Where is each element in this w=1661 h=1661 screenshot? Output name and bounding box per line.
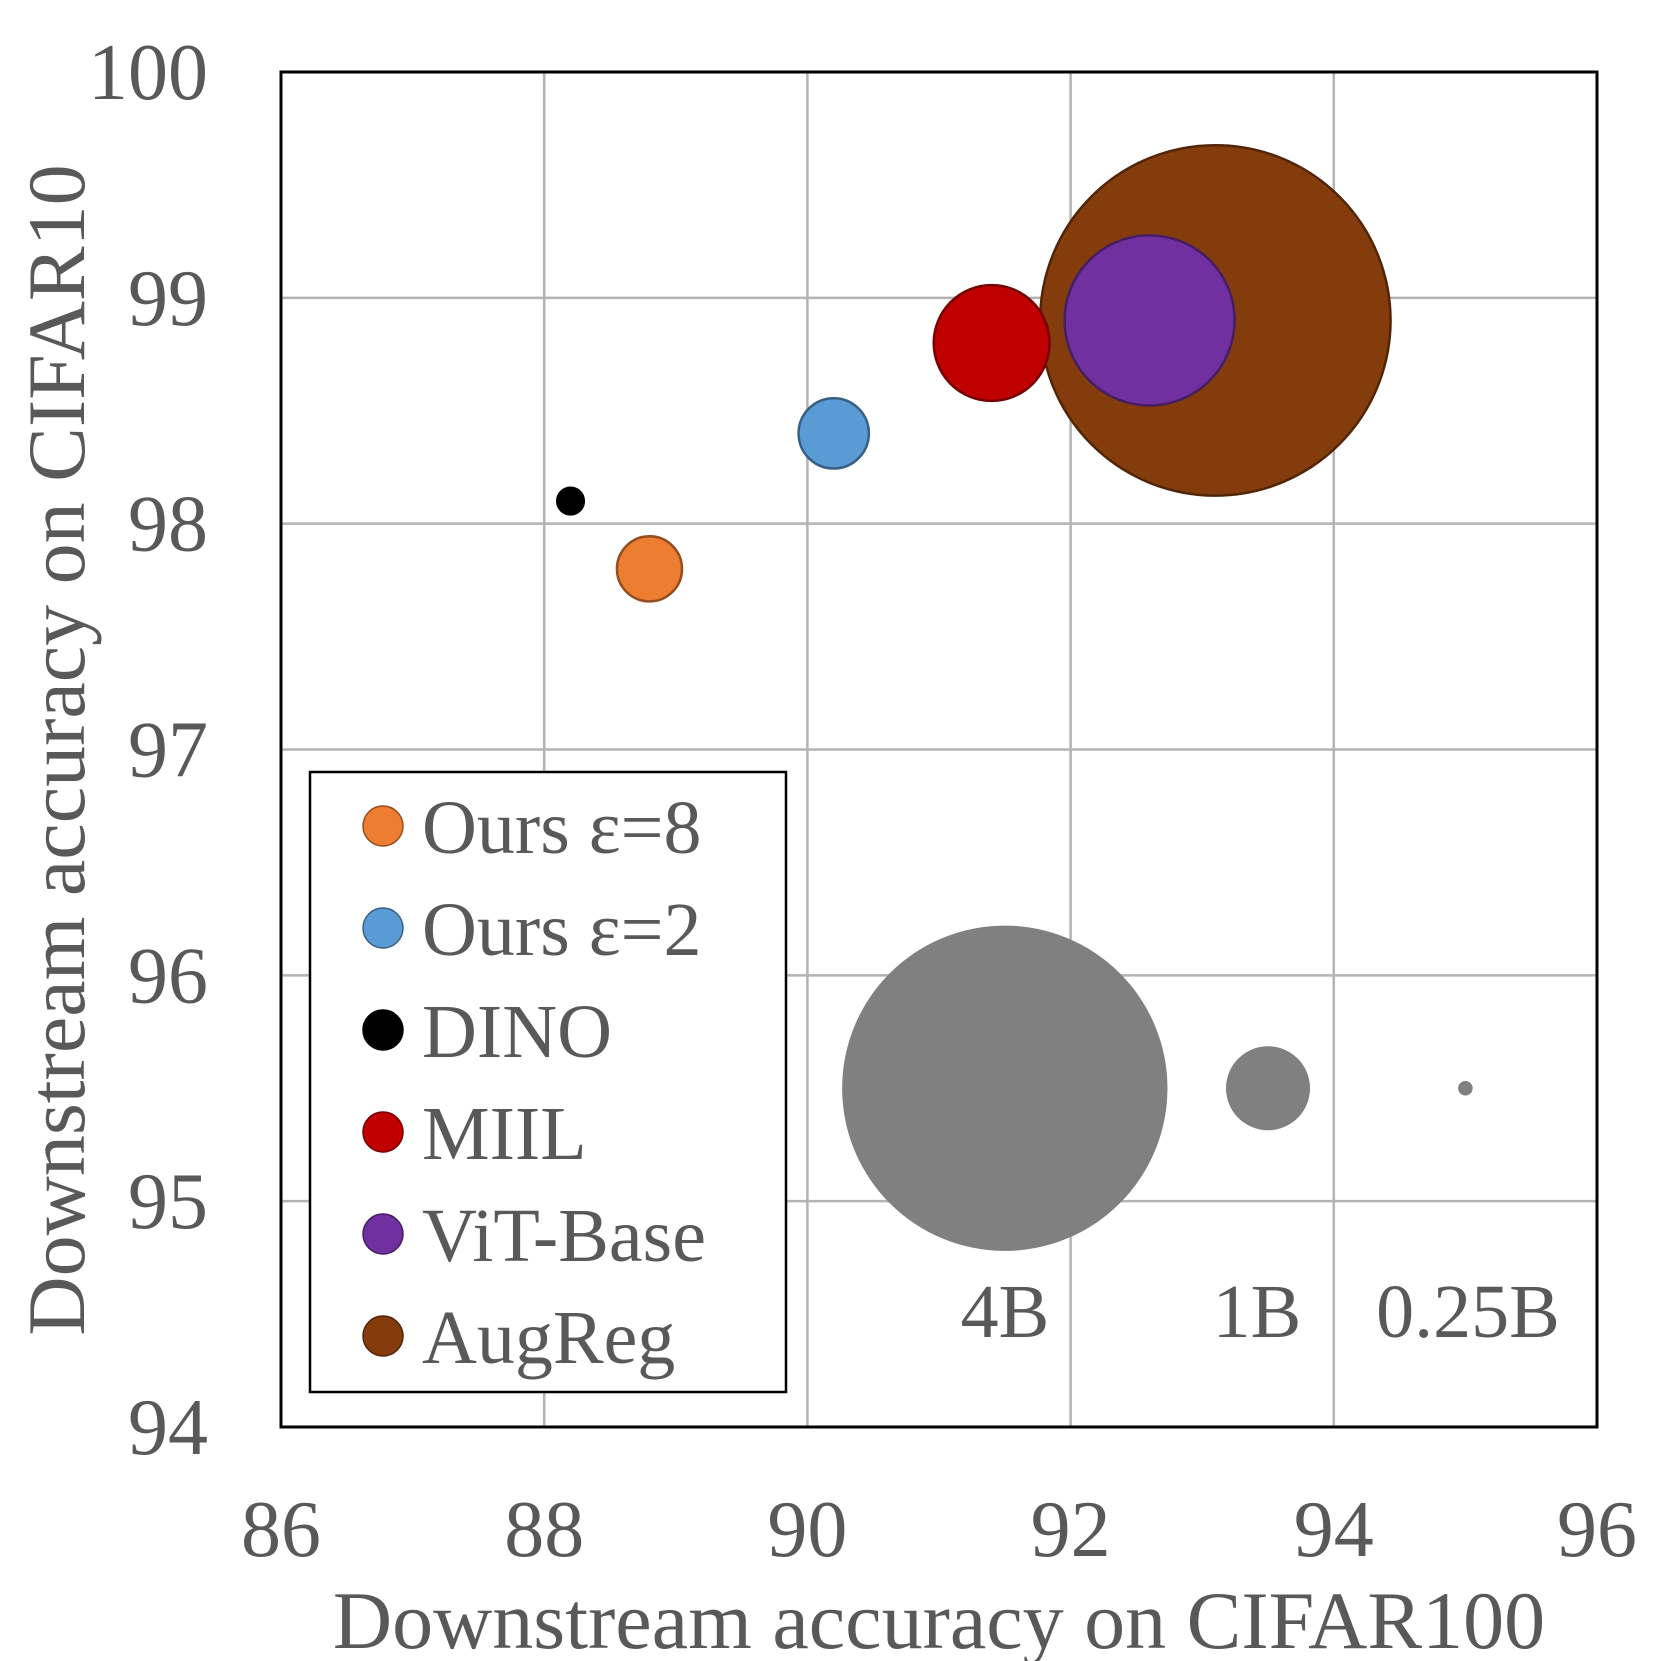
legend-marker-augreg xyxy=(362,1315,404,1357)
legend-label: DINO xyxy=(422,990,612,1074)
legend-items: Ours ε=8 Ours ε=2 DINO MIIL ViT-Base AugReg xyxy=(362,786,706,1380)
x-axis-label: Downstream accuracy on CIFAR100 xyxy=(333,1575,1545,1661)
y-tick-labels: 94 95 96 97 98 99 100 xyxy=(88,29,208,1472)
y-tick-label: 98 xyxy=(128,481,208,569)
bubble-ours-2 xyxy=(797,396,871,470)
legend-box xyxy=(308,770,788,1394)
legend-marker-ours-8 xyxy=(362,805,404,847)
x-tick-label: 96 xyxy=(1557,1486,1637,1574)
legend-marker-miil xyxy=(362,1111,404,1153)
bubble-ours-8 xyxy=(615,535,684,603)
legend-marker-ours-2 xyxy=(362,907,404,949)
x-tick-labels: 86 88 90 92 94 96 xyxy=(241,1486,1637,1574)
size-reference-bubble-0-25b xyxy=(1458,1080,1473,1096)
legend-marker-vit-base xyxy=(362,1213,404,1255)
legend-label: AugReg xyxy=(422,1296,675,1380)
size-reference-label: 0.25B xyxy=(1376,1270,1560,1354)
bubble-miil xyxy=(932,283,1051,403)
bubble-vit-base xyxy=(1063,234,1236,407)
size-reference: 4B 1B 0.25B xyxy=(842,925,1560,1354)
legend-marker-dino xyxy=(362,1009,404,1051)
x-tick-label: 86 xyxy=(241,1486,321,1574)
x-tick-label: 94 xyxy=(1294,1486,1374,1574)
plot-border xyxy=(279,70,1599,1429)
legend-label: MIIL xyxy=(422,1092,587,1176)
size-reference-label: 1B xyxy=(1213,1270,1302,1354)
y-tick-label: 99 xyxy=(128,255,208,343)
size-reference-bubble-1b xyxy=(1226,1046,1310,1131)
data-bubbles xyxy=(555,143,1392,603)
legend-label: Ours ε=2 xyxy=(422,888,702,972)
legend: Ours ε=8 Ours ε=2 DINO MIIL ViT-Base AugReg xyxy=(308,770,788,1394)
y-tick-label: 97 xyxy=(128,707,208,795)
bubble-dino xyxy=(555,486,586,516)
legend-label: ViT-Base xyxy=(422,1194,706,1278)
y-tick-label: 95 xyxy=(128,1158,208,1246)
x-tick-label: 92 xyxy=(1031,1486,1111,1574)
y-tick-label: 100 xyxy=(88,29,208,117)
y-axis-label: Downstream accuracy on CIFAR10 xyxy=(11,164,102,1335)
x-tick-label: 88 xyxy=(504,1486,584,1574)
y-tick-label: 96 xyxy=(128,932,208,1020)
y-tick-label: 94 xyxy=(128,1384,208,1472)
size-reference-bubble-4b xyxy=(842,925,1168,1251)
size-reference-label: 4B xyxy=(961,1270,1050,1354)
legend-label: Ours ε=8 xyxy=(422,786,702,870)
x-tick-label: 90 xyxy=(767,1486,847,1574)
